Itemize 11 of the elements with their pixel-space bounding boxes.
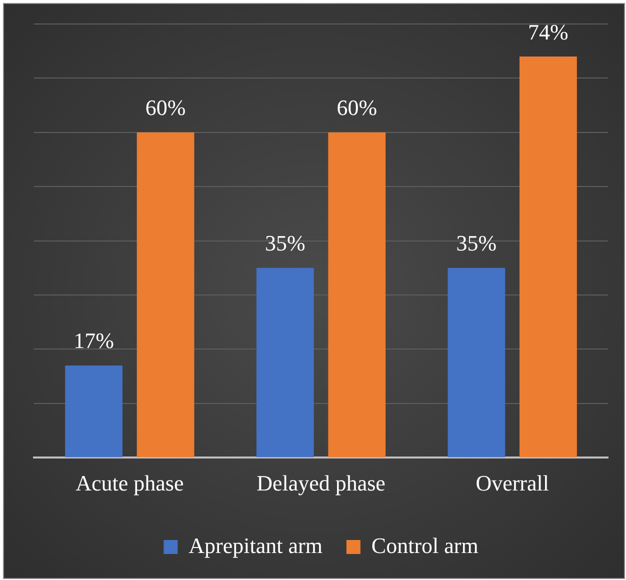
data-label: 74%: [528, 19, 568, 44]
data-label: 60%: [145, 95, 186, 120]
data-label: 17%: [74, 328, 114, 354]
legend-label: Aprepitant arm: [188, 532, 322, 558]
data-label: 35%: [264, 230, 306, 256]
data-label: 35%: [456, 230, 497, 256]
legend-label: Control arm: [371, 532, 478, 558]
data-label: 60%: [336, 95, 378, 120]
x-tick-label: Overrall: [476, 470, 549, 496]
x-tick-label: Acute phase: [76, 470, 184, 496]
x-tick-label: Delayed phase: [256, 470, 386, 496]
